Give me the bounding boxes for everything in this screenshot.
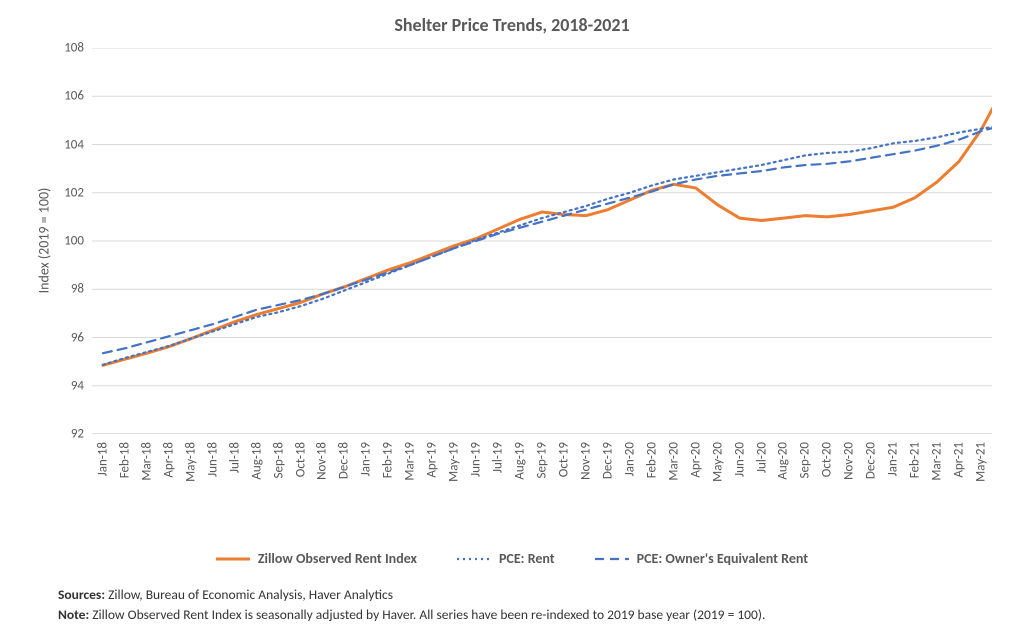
x-tick-label: Aug-19 [513, 442, 528, 480]
x-tick-label: Apr-21 [952, 442, 967, 478]
x-tick-label: Dec-19 [600, 442, 615, 479]
x-tick-label: Jan-18 [95, 442, 110, 476]
legend-item: Zillow Observed Rent Index [216, 550, 417, 567]
y-tick-label: 104 [44, 137, 84, 152]
x-tick-label: Nov-19 [578, 442, 593, 480]
x-tick-label: Jul-19 [491, 442, 506, 473]
y-tick-label: 106 [44, 89, 84, 104]
x-tick-label: May-18 [183, 442, 198, 482]
x-tick-label: Dec-20 [864, 442, 879, 479]
y-tick-label: 100 [44, 234, 84, 249]
legend-label: PCE: Rent [499, 550, 555, 567]
x-tick-label: Apr-19 [425, 442, 440, 478]
x-tick-label: Dec-18 [337, 442, 352, 479]
legend-label: PCE: Owner's Equivalent Rent [637, 550, 808, 567]
x-tick-label: May-21 [974, 442, 989, 482]
x-tick-label: May-19 [447, 442, 462, 482]
x-tick-label: Oct-20 [820, 442, 835, 477]
y-tick-label: 98 [44, 282, 84, 297]
x-tick-label: Apr-18 [161, 442, 176, 478]
x-tick-label: May-20 [710, 442, 725, 482]
y-tick-label: 108 [44, 41, 84, 56]
x-tick-label: Jul-20 [754, 442, 769, 473]
legend-swatch [216, 552, 250, 566]
x-tick-label: Nov-20 [842, 442, 857, 480]
x-tick-label: Feb-21 [908, 442, 923, 478]
chart-title: Shelter Price Trends, 2018-2021 [0, 14, 1024, 36]
x-tick-label: Jan-19 [359, 442, 374, 476]
x-tick-label: Jul-18 [227, 442, 242, 473]
legend-item: PCE: Rent [457, 550, 555, 567]
series-line-2 [103, 125, 992, 353]
y-tick-label: 94 [44, 378, 84, 393]
x-tick-label: Aug-18 [249, 442, 264, 480]
legend-item: PCE: Owner's Equivalent Rent [595, 550, 808, 567]
x-tick-label: Oct-19 [556, 442, 571, 477]
legend: Zillow Observed Rent Index PCE: Rent PCE: … [0, 550, 1024, 567]
footer-sources: Sources: Zillow, Bureau of Economic Anal… [58, 586, 393, 603]
x-tick-label: Sep-19 [535, 442, 550, 478]
x-tick-label: Jun-18 [205, 442, 220, 477]
x-tick-label: Mar-20 [666, 442, 681, 481]
sources-label: Sources: [58, 586, 105, 603]
x-tick-label: Feb-18 [117, 442, 132, 478]
x-tick-label: Mar-21 [930, 442, 945, 481]
note-text: Zillow Observed Rent Index is seasonally… [89, 606, 765, 623]
x-tick-label: Jun-20 [732, 442, 747, 477]
series-line-1 [103, 125, 992, 365]
y-tick-label: 102 [44, 185, 84, 200]
x-tick-label: Apr-20 [688, 442, 703, 478]
y-tick-label: 96 [44, 330, 84, 345]
x-tick-label: Jun-19 [469, 442, 484, 477]
x-tick-label: Oct-18 [293, 442, 308, 477]
x-tick-label: Feb-19 [381, 442, 396, 478]
legend-swatch [595, 552, 629, 566]
x-tick-label: Jan-20 [622, 442, 637, 476]
x-tick-label: Nov-18 [315, 442, 330, 480]
y-tick-label: 92 [44, 427, 84, 442]
plot-area [92, 48, 992, 434]
x-tick-label: Sep-18 [271, 442, 286, 478]
footer-note: Note: Zillow Observed Rent Index is seas… [58, 606, 765, 623]
x-tick-label: Feb-20 [644, 442, 659, 478]
x-tick-label: Jan-21 [886, 442, 901, 476]
sources-text: Zillow, Bureau of Economic Analysis, Hav… [105, 586, 393, 603]
x-tick-label: Aug-20 [776, 442, 791, 480]
chart-container: Shelter Price Trends, 2018-2021 Index (2… [0, 0, 1024, 641]
x-tick-label: Mar-18 [139, 442, 154, 481]
legend-swatch [457, 552, 491, 566]
x-tick-label: Mar-19 [403, 442, 418, 481]
note-label: Note: [58, 606, 89, 623]
x-tick-label: Sep-20 [798, 442, 813, 478]
legend-label: Zillow Observed Rent Index [258, 550, 417, 567]
